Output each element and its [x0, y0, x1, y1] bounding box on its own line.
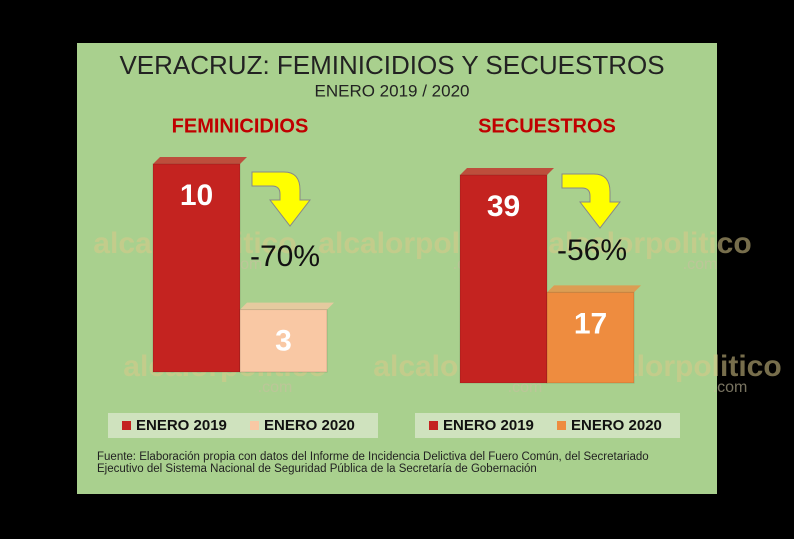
arrow	[561, 173, 622, 229]
bar-top	[240, 302, 334, 310]
bar	[459, 174, 548, 384]
title: VERACRUZ: FEMINICIDIOS Y SECUESTROS	[119, 50, 664, 80]
legend-label: ENERO 2020	[264, 417, 355, 434]
source: Fuente: Elaboración propia con datos del…	[97, 451, 649, 463]
legend-marker	[429, 421, 438, 430]
source: Ejecutivo del Sistema Nacional de Seguri…	[97, 463, 537, 475]
chart-title: SECUESTROS	[478, 115, 616, 137]
watermark: .com	[713, 379, 748, 396]
legend-label: ENERO 2019	[136, 417, 227, 434]
legend-box	[108, 413, 378, 438]
arrow	[251, 171, 312, 227]
value-label: 17	[574, 307, 607, 340]
value-label: 39	[487, 190, 520, 223]
bar-top	[547, 285, 641, 293]
annotation: -56%	[557, 234, 627, 267]
bar	[546, 291, 635, 384]
watermark: .com	[683, 256, 718, 273]
legend-label: ENERO 2020	[571, 417, 662, 434]
value-label: 3	[275, 325, 292, 358]
value-label: 10	[180, 179, 213, 212]
bar-top	[153, 157, 247, 164]
subtitle: ENERO 2019 / 2020	[315, 81, 470, 100]
legend-marker	[122, 421, 131, 430]
legend-marker	[557, 421, 566, 430]
legend-box	[415, 413, 680, 438]
chart-title: FEMINICIDIOS	[172, 115, 309, 137]
watermark: .com	[258, 379, 293, 396]
watermark: alcalorpolitico	[548, 227, 751, 260]
annotation: -70%	[250, 240, 320, 273]
legend-label: ENERO 2019	[443, 417, 534, 434]
bar	[239, 309, 328, 373]
bar	[152, 163, 241, 373]
legend-marker	[250, 421, 259, 430]
watermark: .com	[508, 379, 543, 396]
bar-top	[460, 168, 554, 175]
